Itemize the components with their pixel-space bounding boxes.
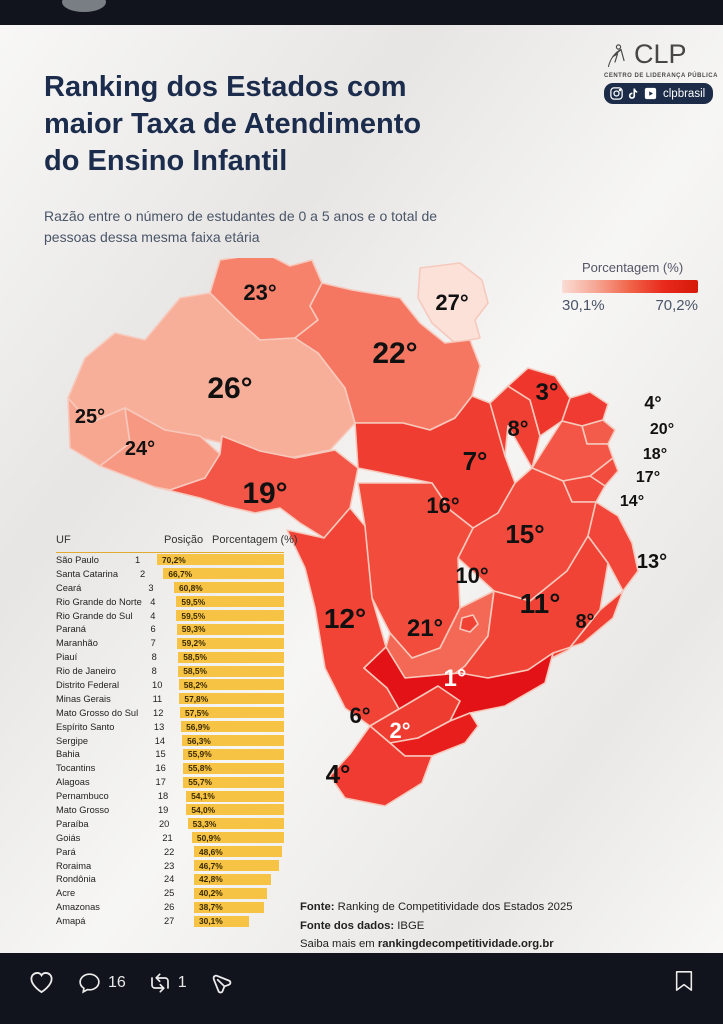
svg-text:24°: 24°	[125, 438, 155, 460]
svg-text:7°: 7°	[463, 446, 488, 476]
svg-text:1°: 1°	[444, 665, 467, 692]
svg-text:19°: 19°	[242, 477, 287, 510]
svg-text:8°: 8°	[507, 416, 528, 441]
svg-text:13°: 13°	[637, 551, 667, 573]
svg-text:20°: 20°	[650, 421, 674, 438]
svg-text:12°: 12°	[324, 603, 366, 634]
svg-text:15°: 15°	[505, 519, 544, 549]
svg-text:11°: 11°	[520, 588, 561, 619]
svg-text:23°: 23°	[243, 280, 276, 305]
svg-text:4°: 4°	[644, 393, 661, 413]
svg-text:25°: 25°	[75, 406, 105, 428]
svg-text:22°: 22°	[372, 337, 417, 370]
svg-text:10°: 10°	[455, 563, 488, 588]
svg-text:27°: 27°	[435, 290, 468, 315]
svg-text:3°: 3°	[536, 379, 559, 406]
svg-text:17°: 17°	[636, 469, 660, 486]
svg-text:21°: 21°	[407, 615, 443, 642]
svg-text:4°: 4°	[326, 759, 351, 789]
svg-text:6°: 6°	[349, 703, 370, 728]
svg-text:26°: 26°	[207, 372, 252, 405]
svg-text:8°: 8°	[575, 611, 594, 633]
svg-text:14°: 14°	[620, 493, 644, 510]
svg-text:2°: 2°	[389, 718, 410, 743]
svg-text:16°: 16°	[426, 493, 459, 518]
svg-text:18°: 18°	[643, 446, 667, 463]
